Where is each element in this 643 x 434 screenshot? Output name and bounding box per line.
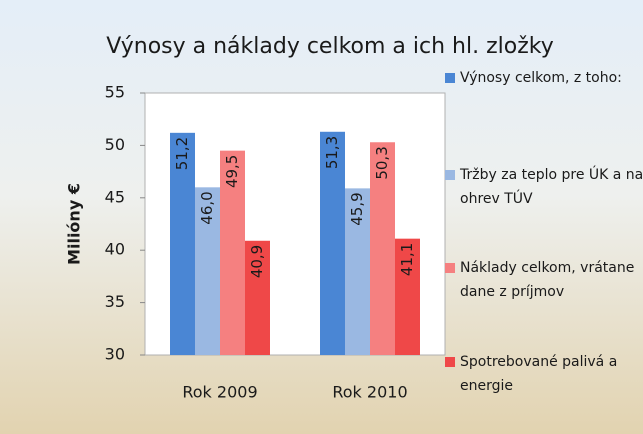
value-label: 49,5 — [223, 155, 241, 188]
legend-label: Výnosy celkom, z toho: — [460, 70, 622, 86]
y-tick-label: 40 — [105, 240, 125, 259]
bar — [345, 188, 370, 355]
x-tick-label: Rok 2010 — [332, 383, 407, 402]
legend-label: Tržby za teplo pre ÚK a na ohrev TÚV — [460, 167, 643, 207]
legend-swatch — [445, 357, 455, 367]
y-tick-label: 45 — [105, 187, 125, 206]
legend-label: Spotrebované palivá a energie — [460, 354, 618, 394]
bar — [320, 131, 345, 355]
value-label: 46,0 — [198, 191, 216, 224]
y-tick-label: 35 — [105, 292, 125, 311]
legend-label: Náklady celkom, vrátane dane z príjmov — [460, 260, 635, 300]
x-tick-label: Rok 2009 — [182, 383, 257, 402]
legend-swatch — [445, 263, 455, 273]
chart-title: Výnosy a náklady celkom a ich hl. zložky — [106, 34, 553, 59]
value-label: 45,9 — [348, 192, 366, 225]
bar — [370, 142, 395, 355]
value-label: 51,3 — [323, 136, 341, 169]
legend-item: Náklady celkom, vrátane dane z príjmov — [445, 256, 643, 304]
bar — [395, 238, 420, 355]
y-tick-label: 50 — [105, 135, 125, 154]
bar — [170, 132, 195, 355]
y-tick-label: 55 — [105, 83, 125, 102]
legend-swatch — [445, 73, 455, 83]
bar — [195, 187, 220, 355]
legend-swatch — [445, 170, 455, 180]
legend-item: Spotrebované palivá a energie — [445, 350, 643, 398]
value-label: 41,1 — [398, 243, 416, 276]
value-label: 50,3 — [373, 146, 391, 179]
legend-item: Tržby za teplo pre ÚK a na ohrev TÚV — [445, 163, 643, 211]
y-tick-label: 30 — [105, 345, 125, 364]
legend-item: Výnosy celkom, z toho: — [445, 66, 643, 90]
y-axis-label: Milióny € — [65, 183, 84, 265]
value-label: 40,9 — [248, 245, 266, 278]
value-label: 51,2 — [173, 137, 191, 170]
bar — [245, 240, 270, 355]
bar — [220, 150, 245, 355]
